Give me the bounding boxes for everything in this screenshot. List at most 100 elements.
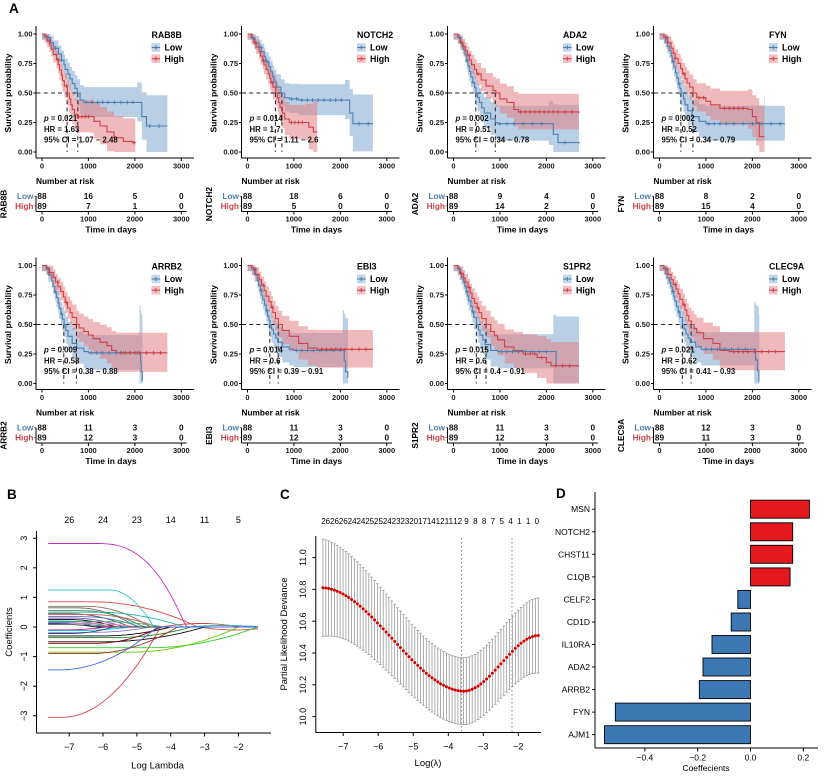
svg-text:23: 23 xyxy=(132,515,142,525)
svg-text:0.75: 0.75 xyxy=(429,59,444,68)
svg-text:High: High xyxy=(427,432,445,442)
svg-text:0: 0 xyxy=(657,393,661,402)
svg-text:1: 1 xyxy=(526,517,531,526)
svg-text:0.00: 0.00 xyxy=(429,379,444,388)
svg-text:RAB8B: RAB8B xyxy=(152,30,182,40)
svg-text:0: 0 xyxy=(384,201,389,211)
svg-text:Low: Low xyxy=(634,423,651,433)
svg-text:Low: Low xyxy=(222,423,239,433)
svg-text:3: 3 xyxy=(750,423,755,433)
svg-text:11.0: 11.0 xyxy=(298,549,308,566)
svg-text:C: C xyxy=(280,487,290,502)
svg-text:0.50: 0.50 xyxy=(429,320,444,329)
svg-text:0.25: 0.25 xyxy=(223,118,238,127)
svg-text:0: 0 xyxy=(657,162,661,171)
svg-text:2000: 2000 xyxy=(127,215,144,224)
svg-text:1000: 1000 xyxy=(492,393,509,402)
svg-text:ARRB2: ARRB2 xyxy=(562,685,591,695)
svg-text:Number at risk: Number at risk xyxy=(654,408,712,418)
svg-text:HR = 1.7: HR = 1.7 xyxy=(250,125,281,134)
svg-text:D: D xyxy=(556,486,566,501)
svg-text:HR = 0.51: HR = 0.51 xyxy=(456,125,492,134)
svg-text:A: A xyxy=(9,1,19,16)
svg-text:EBI3: EBI3 xyxy=(357,262,377,272)
svg-text:89: 89 xyxy=(449,432,459,442)
svg-text:88: 88 xyxy=(655,191,665,201)
svg-text:89: 89 xyxy=(243,432,253,442)
svg-text:1000: 1000 xyxy=(698,393,715,402)
svg-text:3000: 3000 xyxy=(173,162,190,171)
svg-text:High: High xyxy=(427,201,445,211)
svg-text:HR = 0.6: HR = 0.6 xyxy=(250,356,282,365)
svg-text:1000: 1000 xyxy=(492,215,509,224)
svg-text:2: 2 xyxy=(544,201,549,211)
svg-text:1000: 1000 xyxy=(286,446,303,455)
svg-text:2000: 2000 xyxy=(127,446,144,455)
svg-text:12: 12 xyxy=(495,432,505,442)
svg-text:−5: −5 xyxy=(132,742,142,752)
svg-text:0: 0 xyxy=(590,191,595,201)
svg-text:2: 2 xyxy=(19,565,29,570)
svg-text:95% CI = 1.11 − 2.6: 95% CI = 1.11 − 2.6 xyxy=(250,136,320,145)
svg-text:High: High xyxy=(221,432,239,442)
svg-text:−4: −4 xyxy=(443,742,453,752)
svg-text:0.2: 0.2 xyxy=(797,753,809,763)
svg-text:Number at risk: Number at risk xyxy=(36,176,94,186)
svg-text:1000: 1000 xyxy=(698,446,715,455)
svg-text:7: 7 xyxy=(86,201,91,211)
svg-text:ADA2: ADA2 xyxy=(568,662,590,672)
svg-text:1000: 1000 xyxy=(286,393,303,402)
svg-text:−3: −3 xyxy=(19,711,29,721)
svg-text:2000: 2000 xyxy=(744,162,761,171)
svg-text:10.2: 10.2 xyxy=(298,676,308,694)
svg-text:5: 5 xyxy=(236,515,241,525)
svg-text:0: 0 xyxy=(590,423,595,433)
svg-text:Number at risk: Number at risk xyxy=(448,408,506,418)
svg-text:Low: Low xyxy=(782,43,800,53)
svg-text:4: 4 xyxy=(750,201,755,211)
svg-text:95% CI = 0.4 − 0.91: 95% CI = 0.4 − 0.91 xyxy=(456,367,526,376)
svg-text:p = 0.015: p = 0.015 xyxy=(455,346,490,355)
svg-text:High: High xyxy=(370,285,390,295)
svg-text:Time in days: Time in days xyxy=(291,456,343,466)
svg-text:High: High xyxy=(633,432,651,442)
svg-text:14: 14 xyxy=(427,517,436,526)
svg-text:MSN: MSN xyxy=(571,504,590,514)
svg-text:−7: −7 xyxy=(64,742,74,752)
svg-text:Survival probability: Survival probability xyxy=(415,285,425,364)
svg-text:0.75: 0.75 xyxy=(223,291,238,300)
svg-text:1.00: 1.00 xyxy=(223,261,238,270)
svg-text:1.00: 1.00 xyxy=(429,261,444,270)
svg-text:1000: 1000 xyxy=(492,446,509,455)
svg-text:12: 12 xyxy=(436,517,445,526)
svg-text:18: 18 xyxy=(289,191,299,201)
svg-text:15: 15 xyxy=(701,201,711,211)
svg-text:2: 2 xyxy=(750,191,755,201)
svg-text:0.00: 0.00 xyxy=(18,148,33,157)
svg-text:HR = 0.58: HR = 0.58 xyxy=(44,356,80,365)
svg-text:25: 25 xyxy=(374,517,383,526)
svg-text:0.75: 0.75 xyxy=(18,59,33,68)
svg-text:89: 89 xyxy=(37,201,47,211)
svg-text:95% CI = 0.39 − 0.91: 95% CI = 0.39 − 0.91 xyxy=(250,367,324,376)
svg-text:1.00: 1.00 xyxy=(635,30,650,39)
svg-text:0: 0 xyxy=(40,215,44,224)
svg-text:Time in days: Time in days xyxy=(85,456,137,466)
svg-text:High: High xyxy=(15,432,33,442)
svg-text:C1QB: C1QB xyxy=(567,572,590,582)
svg-text:88: 88 xyxy=(449,191,459,201)
svg-text:Low: Low xyxy=(17,191,34,201)
svg-text:High: High xyxy=(165,285,185,295)
svg-text:2000: 2000 xyxy=(538,393,555,402)
svg-text:11: 11 xyxy=(290,423,299,433)
svg-text:1.00: 1.00 xyxy=(429,30,444,39)
svg-text:1000: 1000 xyxy=(286,215,303,224)
svg-text:0.25: 0.25 xyxy=(223,350,238,359)
svg-text:Time in days: Time in days xyxy=(497,456,549,466)
svg-text:Low: Low xyxy=(782,274,800,284)
svg-text:0: 0 xyxy=(40,393,44,402)
svg-text:Survival probability: Survival probability xyxy=(621,285,631,364)
svg-text:0: 0 xyxy=(657,446,661,455)
svg-text:26: 26 xyxy=(64,515,74,525)
svg-text:HR = 0.6: HR = 0.6 xyxy=(456,356,488,365)
